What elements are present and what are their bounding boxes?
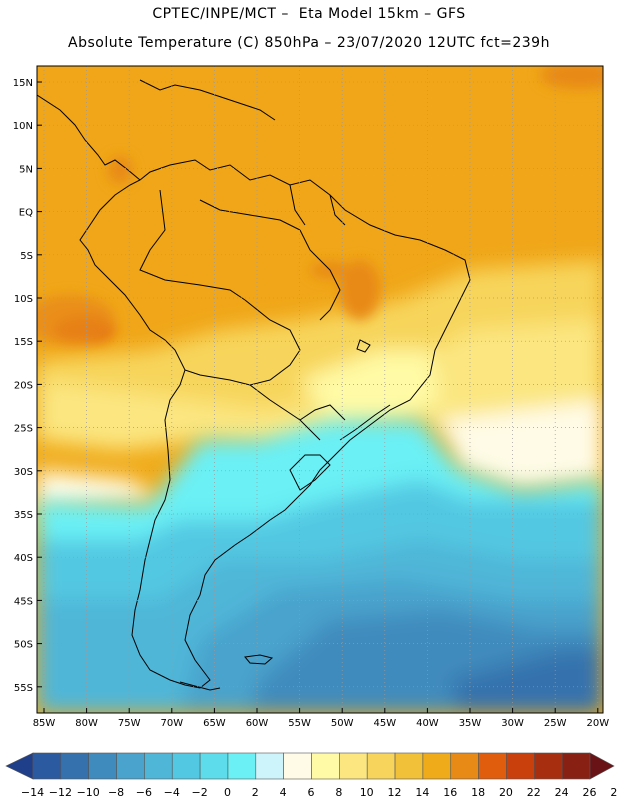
lat-tick-label: 35S: [14, 510, 33, 521]
colorbar-swatch: [199, 752, 229, 780]
latitude-axis: 15N 10N 5N EQ 5S 10S 15S 20S 25S 30S 35S 40S 45S 50S 5…: [13, 78, 42, 694]
colorbar-swatch: [422, 752, 452, 780]
colorbar-label: 14: [415, 786, 429, 799]
colorbar-swatch: [366, 752, 396, 780]
lat-tick-label: 25S: [14, 424, 33, 435]
lat-tick-label: 20S: [14, 380, 33, 391]
colorbar-swatch: [171, 752, 201, 780]
colorbar-label: −12: [49, 786, 72, 799]
lon-tick-label: 85W: [33, 718, 56, 729]
colorbar-label: 26: [583, 786, 597, 799]
colorbar-max-arrow: [589, 752, 615, 780]
colorbar-label: 4: [280, 786, 287, 799]
colorbar-swatch: [227, 752, 257, 780]
lon-tick-label: 75W: [118, 718, 141, 729]
lat-tick-label: EQ: [19, 208, 33, 219]
lat-tick-label: 40S: [14, 553, 33, 564]
colorbar-swatch: [450, 752, 479, 780]
colorbar-swatch: [394, 752, 424, 780]
map-frame: [36, 65, 604, 714]
lon-tick-label: 60W: [246, 718, 269, 729]
map-title-line-1: CPTEC/INPE/MCT – Eta Model 15km – GFS: [152, 6, 466, 22]
longitude-axis: 85W 80W 75W 70W 65W 60W 55W 50W 45W 40W 35W 30W 25W 2…: [33, 708, 609, 729]
colorbar-label: 20: [499, 786, 513, 799]
lon-tick-label: 40W: [416, 718, 439, 729]
lon-tick-label: 70W: [160, 718, 183, 729]
colorbar-label: 8: [335, 786, 342, 799]
map-title-line-2: Absolute Temperature (C) 850hPa – 23/07/…: [68, 35, 550, 51]
lon-tick-label: 20W: [586, 718, 609, 729]
colorbar-swatch: [506, 752, 535, 780]
colorbar-swatch: [255, 752, 284, 780]
colorbar-label: −4: [164, 786, 180, 799]
colorbar-swatch: [533, 752, 563, 780]
colorbar-swatch: [32, 752, 62, 780]
colorbar-swatch: [478, 752, 507, 780]
colorbar-swatch: [60, 752, 89, 780]
colorbar-label: −2: [191, 786, 207, 799]
colorbar-swatch: [283, 752, 312, 780]
lon-tick-label: 55W: [288, 718, 311, 729]
lat-tick-label: 5N: [19, 164, 33, 175]
lon-tick-label: 65W: [203, 718, 226, 729]
colorbar-label: 18: [471, 786, 485, 799]
lat-tick-label: 15S: [14, 337, 33, 348]
colorbar-label: −10: [77, 786, 100, 799]
lon-tick-label: 80W: [75, 718, 98, 729]
lon-tick-label: 25W: [544, 718, 567, 729]
colorbar-swatch: [311, 752, 340, 780]
colorbar-labels: −14 −12 −10 −8 −6 −4 −2 0 2 4 6 8 10 12 14 16 18 20 22 24 26…: [21, 786, 618, 799]
colorbar-label: −14: [21, 786, 44, 799]
lon-tick-label: 45W: [373, 718, 396, 729]
lon-tick-label: 50W: [331, 718, 354, 729]
colorbar-label: 0: [224, 786, 231, 799]
colorbar-label: 16: [443, 786, 457, 799]
colorbar-swatch: [116, 752, 145, 780]
colorbar-label: 6: [308, 786, 315, 799]
colorbar: [5, 752, 615, 780]
lon-tick-label: 30W: [501, 718, 524, 729]
lat-tick-label: 50S: [14, 640, 33, 651]
coastline-layer: [37, 79, 471, 691]
lon-tick-label: 35W: [459, 718, 482, 729]
colorbar-label: −8: [108, 786, 124, 799]
colorbar-swatch: [144, 752, 173, 780]
lat-tick-label: 15N: [13, 78, 33, 89]
colorbar-label: 28: [610, 786, 618, 799]
colorbar-swatch: [339, 752, 368, 780]
colorbar-swatch: [88, 752, 117, 780]
colorbar-label: 12: [388, 786, 402, 799]
lat-tick-label: 45S: [14, 596, 33, 607]
lat-tick-label: 5S: [20, 251, 33, 262]
colorbar-label: 2: [252, 786, 259, 799]
lat-tick-label: 30S: [14, 467, 33, 478]
colorbar-label: 10: [360, 786, 374, 799]
lat-tick-label: 10N: [13, 121, 33, 132]
colorbar-label: 22: [527, 786, 541, 799]
lat-tick-label: 10S: [14, 294, 33, 305]
temperature-field: [37, 66, 603, 713]
colorbar-label: −6: [136, 786, 152, 799]
colorbar-min-arrow: [5, 752, 34, 780]
colorbar-label: 24: [555, 786, 569, 799]
colorbar-swatch: [561, 752, 591, 780]
lat-tick-label: 55S: [14, 683, 33, 694]
